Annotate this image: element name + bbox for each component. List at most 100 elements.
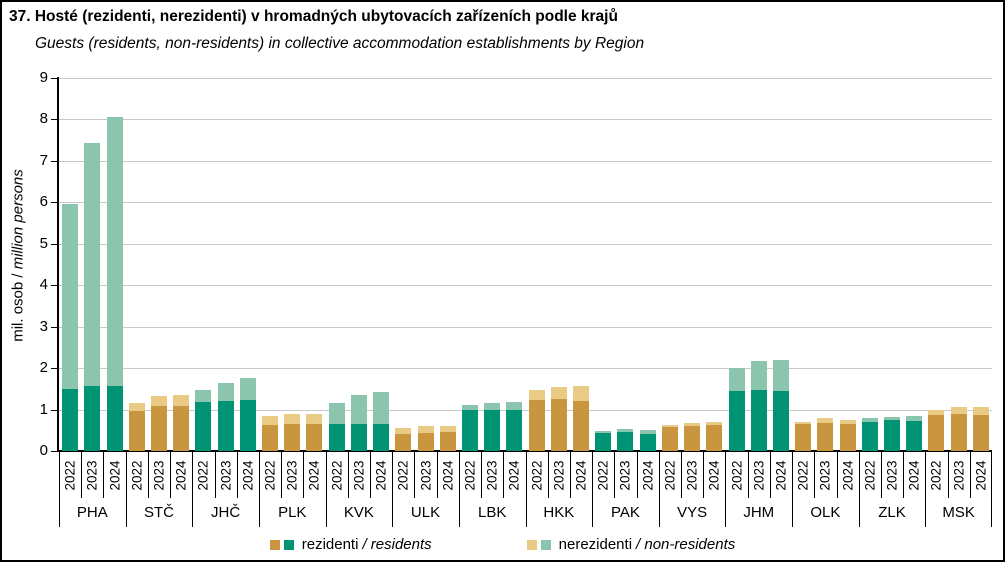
bar-segment-non-residents (550, 387, 567, 399)
year-label-cell: 2024 (103, 452, 125, 498)
region-label-cell: PAK (611, 504, 640, 521)
gridline (59, 326, 992, 328)
year-label: 2023 (151, 459, 167, 491)
stacked-bar-MSK-2023 (950, 407, 967, 451)
year-label: 2023 (84, 459, 100, 491)
region-label-cell: LBK (477, 504, 507, 521)
year-label: 2023 (951, 459, 967, 491)
stacked-bar-STČ-2023 (150, 395, 167, 451)
stacked-bar-PAK-2023 (617, 429, 634, 451)
legend-item-non-residents: nerezidenti / non-residents (526, 536, 735, 553)
gridline (59, 368, 992, 370)
chart-subtitle-english: Guests (residents, non-residents) in col… (35, 35, 645, 52)
region-separator-line (458, 452, 460, 527)
year-separator-line (347, 452, 349, 498)
stacked-bar-PLK-2023 (284, 414, 301, 451)
region-separator-line (858, 452, 860, 527)
year-separator-line (681, 452, 682, 498)
bar-segment-non-residents (817, 418, 834, 424)
stacked-bar-JHČ-2023 (217, 383, 234, 451)
bar-segment-residents (106, 385, 123, 451)
bar-segment-residents (573, 400, 590, 451)
year-label-cell: 2023 (948, 452, 970, 498)
bar-segment-non-residents (772, 359, 789, 391)
year-label: 2024 (773, 459, 789, 491)
year-label: 2024 (973, 459, 989, 491)
bar-segment-residents (595, 432, 612, 451)
stacked-bar-PAK-2022 (595, 430, 612, 451)
year-separator-line (147, 452, 149, 498)
year-label: 2023 (351, 459, 367, 491)
region-label-cell: JHM (743, 504, 775, 521)
y-axis-tick (51, 451, 57, 452)
year-separator-line (969, 452, 971, 498)
year-label: 2022 (795, 459, 811, 491)
y-axis-tick (51, 326, 57, 328)
stacked-bar-PLK-2022 (262, 415, 279, 451)
stacked-bar-HKK-2023 (550, 387, 567, 451)
year-label-cell: 2022 (326, 452, 348, 498)
legend-swatch-residents-gold (269, 539, 280, 550)
year-label-cell: 2022 (859, 452, 881, 498)
year-label-cell: 2024 (970, 452, 992, 498)
bar-segment-non-residents (106, 116, 123, 386)
year-label: 2023 (817, 459, 833, 491)
year-label: 2024 (173, 459, 189, 491)
legend-label-non-residents-czech: nerezidenti (558, 536, 633, 553)
bar-segment-non-residents (617, 429, 634, 432)
year-label: 2023 (218, 459, 234, 491)
year-label: 2024 (306, 459, 322, 491)
year-separator-line (569, 452, 571, 498)
year-label: 2023 (884, 459, 900, 491)
region-separator-line (592, 452, 594, 527)
year-label-cell: 2024 (170, 452, 192, 498)
year-label: 2023 (751, 459, 767, 491)
bar-segment-residents (795, 424, 812, 451)
stacked-bar-STČ-2024 (173, 394, 190, 451)
year-separator-line (170, 452, 172, 498)
legend-label-residents-czech: rezidenti (301, 536, 359, 553)
bar-segment-non-residents (150, 395, 167, 407)
year-label-cell: 2023 (548, 452, 570, 498)
gridline (59, 243, 992, 245)
bar-segment-non-residents (284, 414, 301, 425)
year-separator-line (836, 452, 838, 498)
bar-segment-residents (661, 427, 678, 451)
stacked-bar-STČ-2022 (128, 402, 145, 451)
year-separator-line (281, 452, 283, 498)
stacked-bar-LBK-2024 (506, 401, 523, 451)
year-separator-line (503, 452, 505, 498)
stacked-bar-HKK-2024 (573, 386, 590, 451)
x-axis-labels: 2022 2023 2024 PHA 2022 2023 2024 STČ 2022 2023 20… (59, 452, 992, 527)
gridline (59, 409, 992, 411)
bar-segment-non-residents (706, 422, 723, 426)
stacked-bar-ZLK-2024 (906, 415, 923, 451)
year-label: 2024 (706, 459, 722, 491)
region-label-cell: MSK (942, 504, 975, 521)
bar-segment-non-residents (906, 415, 923, 421)
bar-segment-residents (395, 434, 412, 451)
year-label: 2024 (506, 459, 522, 491)
year-label: 2024 (107, 459, 123, 491)
year-label-cell: 2023 (281, 452, 303, 498)
year-label-cell: 2022 (59, 452, 81, 498)
stacked-bar-PHA-2022 (62, 204, 79, 451)
bar-segment-non-residents (306, 414, 323, 425)
bar-segment-residents (928, 414, 945, 451)
bar-segment-residents (284, 424, 301, 451)
y-axis-tick-label: 9 (39, 69, 48, 86)
year-separator-line (703, 452, 705, 498)
region-label-cell: STČ (143, 504, 174, 521)
bar-segment-residents (839, 423, 856, 451)
bar-segment-residents (528, 399, 545, 451)
y-axis-title: mil. osob / million persons (10, 116, 27, 396)
region-separator-line (658, 452, 660, 527)
year-label-cell: 2022 (526, 452, 548, 498)
stacked-bar-MSK-2022 (928, 409, 945, 451)
year-label: 2024 (440, 459, 456, 491)
bar-segment-residents (84, 385, 101, 451)
year-label-cell: 2024 (570, 452, 592, 498)
stacked-bar-KVK-2023 (350, 394, 367, 451)
bar-segment-non-residents (217, 383, 234, 401)
gridline (59, 285, 992, 287)
